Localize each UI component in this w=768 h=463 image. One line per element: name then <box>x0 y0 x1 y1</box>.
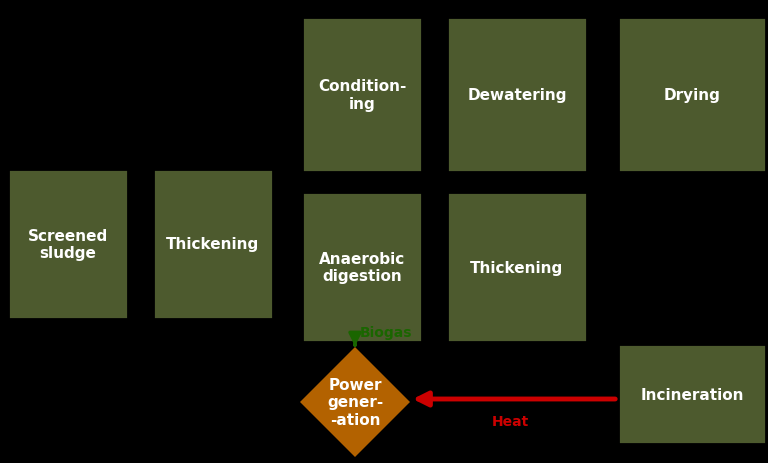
Polygon shape <box>300 347 410 457</box>
FancyBboxPatch shape <box>302 18 422 173</box>
Text: Anaerobic
digestion: Anaerobic digestion <box>319 251 406 283</box>
Text: Thickening: Thickening <box>470 260 564 275</box>
Text: Biogas: Biogas <box>360 325 412 339</box>
FancyBboxPatch shape <box>447 18 587 173</box>
Text: Drying: Drying <box>664 88 720 103</box>
Text: Power
gener-
-ation: Power gener- -ation <box>327 377 383 427</box>
FancyBboxPatch shape <box>153 169 273 319</box>
FancyBboxPatch shape <box>618 18 766 173</box>
FancyBboxPatch shape <box>302 193 422 342</box>
Text: Screened
sludge: Screened sludge <box>28 228 108 261</box>
Text: Thickening: Thickening <box>167 237 260 252</box>
Text: Heat: Heat <box>492 414 528 428</box>
FancyBboxPatch shape <box>618 344 766 444</box>
Text: Condition-
ing: Condition- ing <box>318 79 406 112</box>
FancyBboxPatch shape <box>447 193 587 342</box>
Text: Dewatering: Dewatering <box>467 88 567 103</box>
Text: Incineration: Incineration <box>641 387 743 401</box>
FancyBboxPatch shape <box>8 169 128 319</box>
